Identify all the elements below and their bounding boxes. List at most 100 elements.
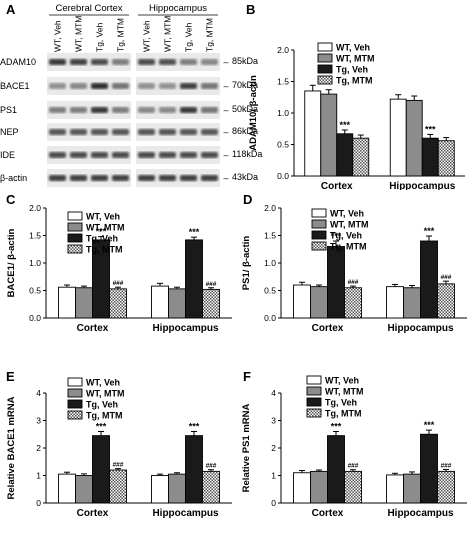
significance-stars: *** [331, 422, 342, 432]
blot-lane-label: Tg, Veh [184, 22, 194, 52]
blot-size-tick: – [223, 127, 228, 137]
y-tick-label: 4 [271, 388, 276, 398]
legend-label: Tg, Veh [330, 231, 362, 241]
significance-hash: ### [441, 462, 452, 469]
significance-stars: *** [189, 227, 200, 237]
y-tick-label: 3 [271, 416, 276, 426]
blot-band [91, 107, 108, 113]
blot-band [49, 83, 66, 89]
legend-label: WT, MTM [86, 389, 125, 399]
legend-swatch [67, 211, 83, 221]
blot-size-tick: – [223, 173, 228, 183]
bar [327, 435, 345, 504]
y-tick-label: 4 [36, 388, 41, 398]
bar [75, 475, 93, 504]
blot-size-label: 118kDa [232, 149, 263, 159]
legend-swatch [317, 42, 333, 52]
blot-band [112, 152, 129, 158]
legend-swatch [67, 410, 83, 420]
blot-size-tick: – [223, 81, 228, 91]
significance-stars: *** [96, 227, 107, 237]
blot-group-label: Cerebral Cortex [55, 3, 122, 14]
legend-label: WT, Veh [86, 378, 120, 388]
bar [352, 137, 370, 177]
blot-lane-label: WT, Veh [142, 20, 152, 52]
y-tick-label: 0.0 [29, 313, 41, 323]
bar [304, 90, 322, 177]
blot-band [159, 83, 176, 89]
blot-lane-label: Tg, MTM [205, 18, 215, 52]
bar [58, 473, 76, 504]
bar [168, 473, 186, 504]
legend-swatch [306, 386, 322, 396]
y-tick-label: 1 [36, 471, 41, 481]
blot-protein-label: BACE1 [0, 81, 30, 91]
blot-band [138, 129, 155, 135]
significance-stars: *** [96, 422, 107, 432]
blot-group-label: Hippocampus [149, 3, 207, 14]
blot-band [180, 152, 197, 158]
significance-hash: ### [348, 279, 359, 286]
blot-lane-label: Tg, MTM [116, 18, 126, 52]
chart-panel-e: E 0 1 2 3 4 Relative BACE1 mRNA Cortex Hippocamp… [0, 367, 237, 544]
blot-band [112, 83, 129, 89]
chart-panel-d: D 0.0 0.5 1.0 1.5 2.0 PS1/ β-actin Cortex Hippoc… [237, 190, 474, 367]
blot-band [91, 152, 108, 158]
legend-label: Tg, MTM [336, 76, 373, 86]
bar-chart-svg: E 0 1 2 3 4 Relative BACE1 mRNA Cortex Hippocamp… [6, 369, 232, 519]
y-tick-label: 0.5 [264, 286, 276, 296]
y-tick-label: 1.5 [264, 231, 276, 241]
bar [185, 435, 203, 504]
legend-swatch [306, 375, 322, 385]
bar [327, 246, 345, 319]
bar [109, 288, 127, 319]
y-axis-label: Relative PS1 mRNA [241, 404, 252, 493]
blot-protein-label: ADAM10 [0, 57, 36, 67]
panel-letter: B [246, 2, 255, 17]
blot-band [159, 129, 176, 135]
legend-swatch [67, 399, 83, 409]
blot-protein-label: NEP [0, 127, 19, 137]
y-axis-label: ADAM10/ β-actin [248, 75, 259, 151]
bar [75, 287, 93, 319]
blot-background [47, 169, 131, 187]
blot-band [201, 83, 218, 89]
significance-stars: *** [339, 120, 350, 130]
blot-size-label: 85kDa [232, 56, 259, 66]
blot-protein-label: β-actin [0, 173, 27, 183]
blot-band [49, 107, 66, 113]
bar [109, 469, 127, 504]
blot-background [136, 169, 220, 187]
y-tick-label: 0.0 [264, 313, 276, 323]
blot-band [112, 175, 129, 181]
blot-band [49, 175, 66, 181]
bar [386, 286, 404, 319]
blot-band [180, 129, 197, 135]
y-tick-label: 0 [36, 498, 41, 508]
bar [151, 285, 169, 319]
legend-label: WT, Veh [330, 209, 364, 219]
blot-size-tick: – [223, 150, 228, 160]
y-tick-label: 2 [271, 443, 276, 453]
legend-label: WT, Veh [336, 43, 370, 53]
legend-swatch [306, 408, 322, 418]
blot-band [70, 83, 87, 89]
x-category-label: Cortex [312, 508, 344, 519]
bar [293, 472, 311, 504]
blot-band [201, 175, 218, 181]
blot-size-label: 86kDa [232, 126, 259, 136]
legend-label: WT, Veh [325, 376, 359, 386]
legend-label: WT, MTM [325, 387, 364, 397]
bar [421, 137, 439, 177]
significance-stars: *** [424, 226, 435, 236]
legend-label: Tg, MTM [325, 409, 362, 419]
blot-band [70, 129, 87, 135]
blot-size-label: 50kDa [232, 104, 259, 114]
blot-band [91, 175, 108, 181]
bar-chart-svg: C 0.0 0.5 1.0 1.5 2.0 BACE1/ β-actin Cortex Hipp… [6, 192, 232, 334]
legend-swatch [311, 219, 327, 229]
blot-band [112, 59, 129, 65]
y-tick-label: 0 [271, 498, 276, 508]
blot-band [180, 107, 197, 113]
bar [202, 288, 220, 319]
